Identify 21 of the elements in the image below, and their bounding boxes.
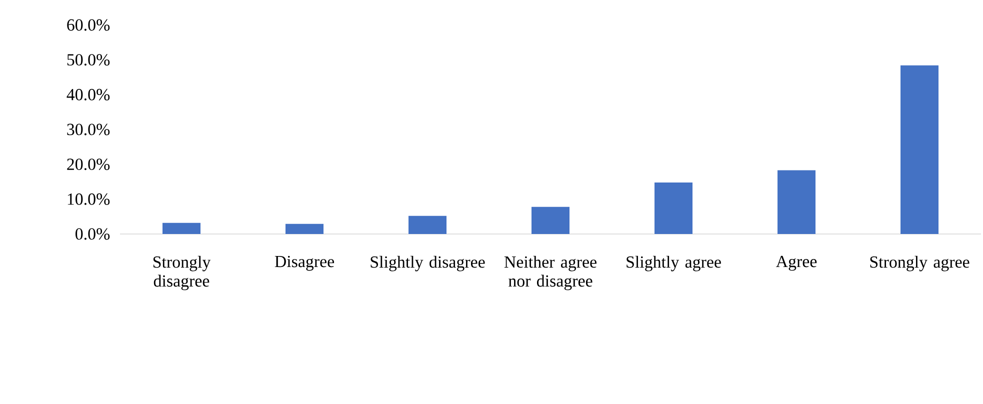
- bar: [532, 206, 570, 234]
- bar: [654, 182, 693, 234]
- x-tick-label: Neither agree nor disagree: [504, 256, 596, 290]
- y-tick-label: 40.0%: [66, 88, 110, 100]
- y-tick-label: 0.0%: [76, 228, 110, 240]
- x-tick-label: Disagree: [274, 256, 334, 271]
- x-tick-label: Strongly agree: [870, 256, 970, 272]
- y-tick-label: 20.0%: [67, 158, 110, 170]
- x-tick-label: Agree: [776, 256, 817, 271]
- bar: [286, 224, 324, 234]
- y-tick-label: 30.0%: [67, 124, 110, 136]
- x-tick-label: Strongly disagree: [153, 256, 211, 290]
- bar: [900, 65, 939, 234]
- y-tick-label: 10.0%: [68, 193, 110, 205]
- y-tick-label: 50.0%: [67, 54, 110, 66]
- y-tick-label: 60.0%: [67, 19, 110, 31]
- bar: [162, 222, 200, 234]
- x-tick-label: Slightly agree: [626, 256, 721, 272]
- x-tick-label: Slightly disagree: [370, 256, 485, 272]
- bar: [408, 216, 447, 234]
- bar: [778, 170, 816, 234]
